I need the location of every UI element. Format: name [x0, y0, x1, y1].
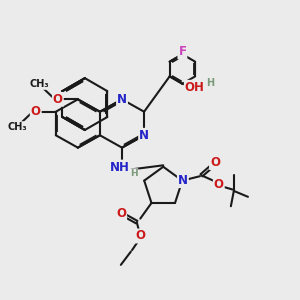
- Text: NH: NH: [110, 160, 130, 174]
- Text: O: O: [116, 206, 126, 220]
- Text: O: O: [53, 93, 63, 106]
- Text: H: H: [130, 169, 138, 178]
- Text: O: O: [31, 105, 41, 118]
- Text: N: N: [178, 174, 188, 187]
- Text: N: N: [117, 93, 127, 106]
- Text: CH₃: CH₃: [29, 79, 49, 89]
- Text: CH₃: CH₃: [7, 122, 27, 132]
- Text: H: H: [206, 78, 214, 88]
- Text: F: F: [178, 45, 186, 58]
- Text: O: O: [214, 178, 224, 191]
- Text: N: N: [139, 129, 149, 142]
- Text: O: O: [210, 156, 220, 169]
- Text: OH: OH: [185, 81, 205, 94]
- Text: O: O: [135, 230, 145, 242]
